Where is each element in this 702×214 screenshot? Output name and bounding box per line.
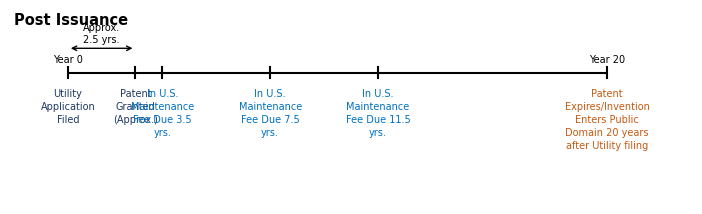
Text: Patent
Granted
(Approx.): Patent Granted (Approx.) bbox=[113, 89, 158, 125]
Text: Year 20: Year 20 bbox=[589, 55, 625, 65]
Text: Utility
Application
Filed: Utility Application Filed bbox=[41, 89, 95, 125]
Text: In U.S.
Maintenance
Fee Due 11.5
yrs.: In U.S. Maintenance Fee Due 11.5 yrs. bbox=[345, 89, 411, 138]
Text: Post Issuance: Post Issuance bbox=[14, 13, 128, 28]
Text: Patent
Expires/Invention
Enters Public
Domain 20 years
after Utility filing: Patent Expires/Invention Enters Public D… bbox=[564, 89, 649, 151]
Text: In U.S.
Maintenance
Fee Due 7.5
yrs.: In U.S. Maintenance Fee Due 7.5 yrs. bbox=[239, 89, 302, 138]
Text: Year 0: Year 0 bbox=[53, 55, 83, 65]
Text: In U.S.
Maintenance
Fee Due 3.5
yrs.: In U.S. Maintenance Fee Due 3.5 yrs. bbox=[131, 89, 194, 138]
Text: Approx.
2.5 yrs.: Approx. 2.5 yrs. bbox=[83, 23, 120, 45]
